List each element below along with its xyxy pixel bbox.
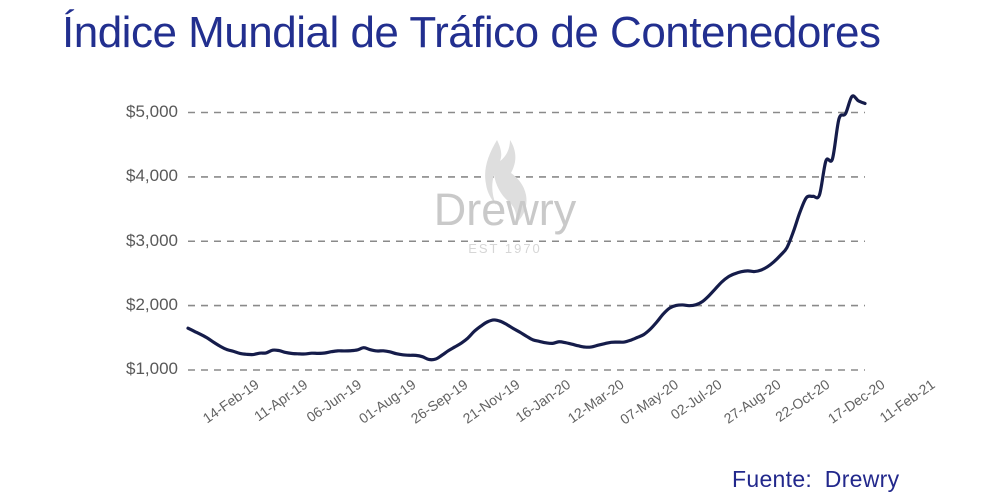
svg-text:Drewry: Drewry bbox=[434, 184, 577, 235]
svg-text:EST 1970: EST 1970 bbox=[468, 241, 542, 256]
